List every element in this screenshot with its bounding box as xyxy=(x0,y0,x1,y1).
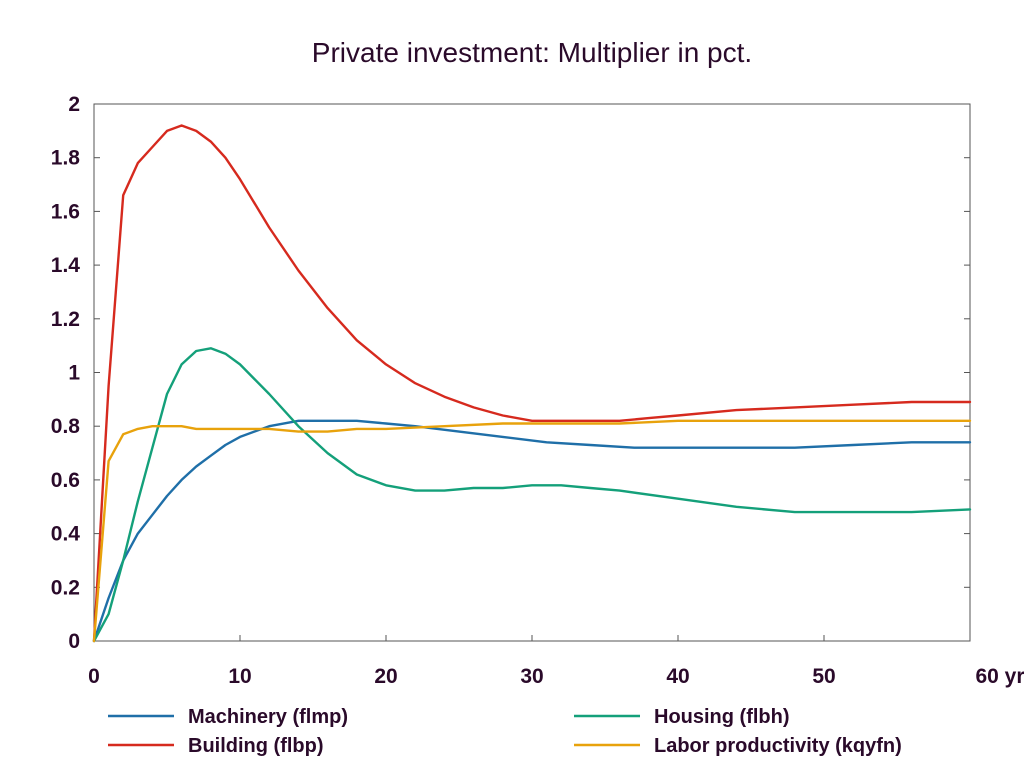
y-tick-label: 0.4 xyxy=(51,523,81,546)
series-line-2 xyxy=(92,347,972,643)
series-line-0 xyxy=(92,419,972,643)
legend: Machinery (flmp) Building (flbp) Housing (… xyxy=(108,706,902,757)
y-tick-label: 2 xyxy=(68,93,80,116)
y-tick-label: 0 xyxy=(68,630,80,653)
y-tick-label: 0.2 xyxy=(51,576,80,599)
x-tick-label: 50 xyxy=(812,665,835,688)
series-line-3 xyxy=(92,419,972,643)
y-tick-label: 0.8 xyxy=(51,415,81,438)
plot-frame xyxy=(93,103,971,642)
x-tick-label: 20 xyxy=(374,665,397,688)
x-tick-label: 40 xyxy=(666,665,689,688)
x-tick-label: 60 yr xyxy=(975,665,1024,688)
y-tick-label: 0.6 xyxy=(51,469,80,492)
legend-item: Housing (flbh) xyxy=(574,706,790,728)
plot-area xyxy=(93,103,971,642)
y-axis: 0 0.2 0.4 0.6 0.8 1 1.2 1.4 1.6 1.8 2 xyxy=(51,93,970,653)
series-line-1 xyxy=(92,124,972,643)
x-axis: 0 10 20 30 40 50 60 yr xyxy=(88,635,1024,688)
legend-label: Housing (flbh) xyxy=(654,706,790,728)
x-tick-label: 0 xyxy=(88,665,100,688)
legend-label: Labor productivity (kqyfn) xyxy=(654,735,902,757)
legend-item: Building (flbp) xyxy=(108,735,324,757)
y-tick-label: 1.4 xyxy=(51,254,81,277)
legend-item: Labor productivity (kqyfn) xyxy=(574,735,902,757)
legend-label: Building (flbp) xyxy=(188,735,324,757)
x-tick-label: 10 xyxy=(228,665,251,688)
y-tick-label: 1 xyxy=(68,362,80,385)
y-tick-label: 1.2 xyxy=(51,308,80,331)
legend-item: Machinery (flmp) xyxy=(108,706,348,728)
x-tick-label: 30 xyxy=(520,665,543,688)
legend-label: Machinery (flmp) xyxy=(188,706,348,728)
y-tick-label: 1.6 xyxy=(51,200,80,223)
y-tick-label: 1.8 xyxy=(51,147,81,170)
chart-title: Private investment: Multiplier in pct. xyxy=(312,37,752,68)
series-layer xyxy=(92,124,972,643)
